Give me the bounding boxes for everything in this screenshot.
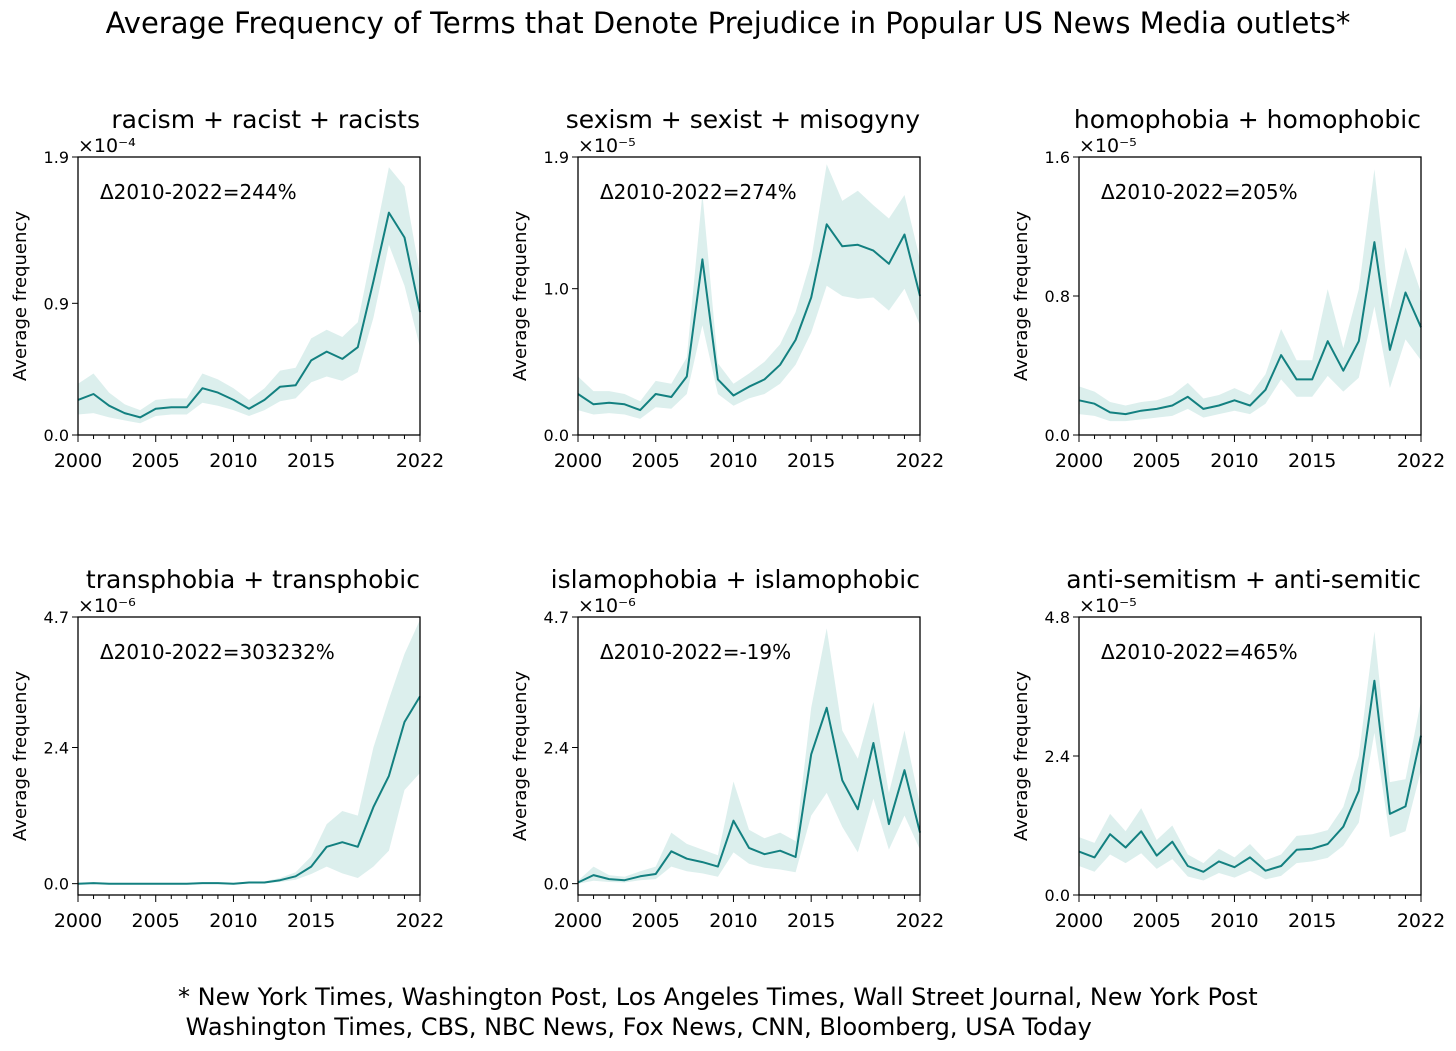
series-line	[77, 695, 421, 885]
y-tick-label: 0.8	[1045, 287, 1070, 306]
y-axis-label: Average frequency	[510, 211, 531, 381]
confidence-band	[578, 628, 920, 884]
y-exponent-label: ×10⁻⁶	[578, 595, 636, 617]
y-axis-label: Average frequency	[10, 671, 31, 841]
y-axis-label: Average frequency	[1011, 211, 1032, 381]
x-tick-label: 2015	[287, 910, 335, 932]
y-tick-label: 0.0	[1045, 426, 1070, 445]
x-tick-label: 2010	[1210, 910, 1258, 932]
x-tick-label: 2000	[554, 910, 602, 932]
series-line	[577, 223, 921, 412]
figure-title: Average Frequency of Terms that Denote P…	[105, 6, 1351, 40]
y-tick-label: 4.8	[1045, 608, 1070, 627]
confidence-band	[578, 164, 920, 419]
series-line	[1078, 241, 1422, 416]
x-tick-label: 2022	[396, 450, 444, 472]
x-tick-label: 2010	[709, 910, 757, 932]
y-tick-label: 0.0	[44, 426, 69, 445]
x-tick-label: 2010	[209, 450, 257, 472]
x-tick-label: 2022	[396, 910, 444, 932]
panel-title: islamophobia + islamophobic	[551, 565, 920, 594]
x-tick-label: 2022	[896, 910, 944, 932]
y-tick-label: 0.9	[44, 294, 69, 313]
x-tick-label: 2005	[1133, 910, 1181, 932]
x-tick-label: 2000	[1055, 450, 1103, 472]
x-tick-label: 2000	[54, 910, 102, 932]
x-tick-label: 2010	[209, 910, 257, 932]
y-exponent-label: ×10⁻⁵	[578, 135, 636, 157]
chart-panel-6: 2000 2005 2010 2015 2022 0.0 2.4 4.8 ×10⁻⁵anti-s…	[1011, 565, 1445, 932]
confidence-band	[1079, 169, 1421, 422]
x-tick-label: 2005	[632, 910, 680, 932]
x-tick-label: 2015	[1288, 450, 1336, 472]
x-tick-label: 2015	[787, 910, 835, 932]
confidence-band	[78, 167, 420, 424]
y-tick-label: 0.0	[1045, 886, 1070, 905]
y-exponent-label: ×10⁻⁶	[78, 595, 136, 617]
panel-title: transphobia + transphobic	[86, 565, 420, 594]
x-tick-label: 2005	[632, 450, 680, 472]
x-tick-label: 2010	[709, 450, 757, 472]
change-annotation: Δ2010-2022=465%	[1101, 640, 1298, 664]
x-tick-label: 2010	[1210, 450, 1258, 472]
y-exponent-label: ×10⁻⁵	[1079, 135, 1137, 157]
x-tick-label: 2022	[1397, 450, 1445, 472]
x-tick-label: 2005	[132, 450, 180, 472]
chart-panel-2: 2000 2005 2010 2015 2022 0.0 1.0 1.9 ×10⁻⁵sexism…	[510, 105, 944, 472]
y-tick-label: 1.9	[544, 148, 569, 167]
y-tick-label: 0.0	[544, 426, 569, 445]
x-tick-label: 2000	[1055, 910, 1103, 932]
y-tick-label: 2.4	[44, 738, 69, 757]
chart-panel-5: 2000 2005 2010 2015 2022 0.0 2.4 4.7 ×10⁻⁶islamo…	[510, 565, 944, 932]
series-line	[577, 706, 921, 884]
x-tick-label: 2015	[787, 450, 835, 472]
x-tick-label: 2005	[132, 910, 180, 932]
footnote: * New York Times, Washington Post, Los A…	[178, 982, 1258, 1042]
y-tick-label: 0.0	[44, 875, 69, 894]
x-tick-label: 2022	[896, 450, 944, 472]
y-exponent-label: ×10⁻⁵	[1079, 595, 1137, 617]
y-tick-label: 1.6	[1045, 148, 1070, 167]
y-tick-label: 1.0	[544, 280, 569, 299]
panel-title: homophobia + homophobic	[1074, 105, 1421, 134]
chart-panel-1: 2000 2005 2010 2015 2022 0.0 0.9 1.9 ×10⁻⁴racism…	[10, 105, 444, 472]
y-tick-label: 2.4	[1045, 747, 1070, 766]
y-axis-label: Average frequency	[10, 211, 31, 381]
change-annotation: Δ2010-2022=274%	[600, 180, 797, 204]
series-line	[1078, 679, 1422, 873]
panel-title: racism + racist + racists	[111, 105, 420, 134]
panel-title: anti-semitism + anti-semitic	[1066, 565, 1421, 594]
x-tick-label: 2015	[287, 450, 335, 472]
series-line	[77, 211, 421, 419]
y-tick-label: 4.7	[44, 608, 69, 627]
footnote-line-1: * New York Times, Washington Post, Los A…	[178, 983, 1258, 1011]
change-annotation: Δ2010-2022=303232%	[100, 640, 335, 664]
y-tick-label: 2.4	[544, 738, 569, 757]
chart-panel-4: 2000 2005 2010 2015 2022 0.0 2.4 4.7 ×10⁻⁶transp…	[10, 565, 444, 932]
y-axis-label: Average frequency	[1011, 671, 1032, 841]
y-tick-label: 4.7	[544, 608, 569, 627]
y-tick-label: 1.9	[44, 148, 69, 167]
y-exponent-label: ×10⁻⁴	[78, 135, 136, 157]
x-tick-label: 2000	[54, 450, 102, 472]
change-annotation: Δ2010-2022=244%	[100, 180, 297, 204]
x-tick-label: 2000	[554, 450, 602, 472]
change-annotation: Δ2010-2022=-19%	[600, 640, 791, 664]
x-tick-label: 2015	[1288, 910, 1336, 932]
x-tick-label: 2005	[1133, 450, 1181, 472]
panel-title: sexism + sexist + misogyny	[566, 105, 920, 134]
x-tick-label: 2022	[1397, 910, 1445, 932]
y-axis-label: Average frequency	[510, 671, 531, 841]
y-tick-label: 0.0	[544, 875, 569, 894]
confidence-band	[78, 619, 420, 884]
confidence-band	[1079, 631, 1421, 881]
footnote-line-2: Washington Times, CBS, NBC News, Fox New…	[178, 1013, 1092, 1041]
change-annotation: Δ2010-2022=205%	[1101, 180, 1298, 204]
chart-panel-3: 2000 2005 2010 2015 2022 0.0 0.8 1.6 ×10⁻⁵homoph…	[1011, 105, 1445, 472]
